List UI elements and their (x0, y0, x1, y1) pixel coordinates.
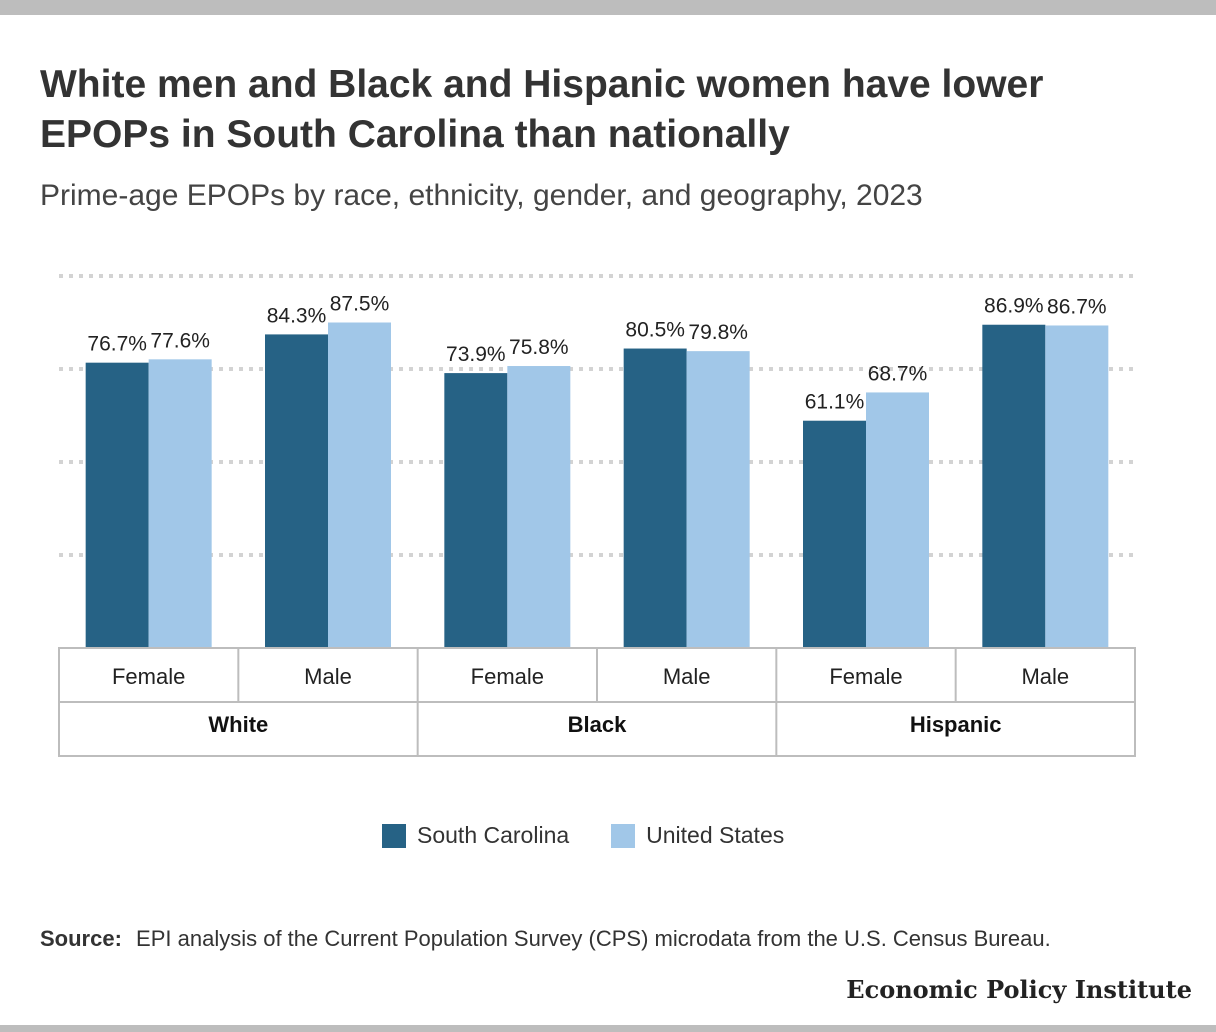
category-label-white-male: Male (304, 664, 352, 689)
legend-item-united-states: United States (611, 822, 784, 849)
category-table: Female Male Female Male Female Male White Black… (58, 647, 1136, 757)
bar-white-male-south-carolina (265, 334, 328, 648)
data-label-hispanic-male-south-carolina: 86.9% (984, 295, 1044, 318)
category-label-black-female: Female (471, 664, 544, 689)
category-label-hispanic-male: Male (1021, 664, 1069, 689)
chart-subtitle: Prime-age EPOPs by race, ethnicity, gend… (40, 179, 923, 212)
source-text: EPI analysis of the Current Population S… (136, 926, 1051, 951)
top-border-bar (0, 0, 1216, 15)
bars (85, 322, 1109, 648)
legend-label-south-carolina: South Carolina (417, 822, 570, 848)
data-label-black-female-south-carolina: 73.9% (446, 343, 506, 366)
legend: South Carolina United States (382, 822, 826, 849)
legend-item-south-carolina: South Carolina (382, 822, 569, 849)
data-label-white-male-south-carolina: 84.3% (267, 304, 327, 327)
brand-logo-text: Economic Policy Institute (846, 975, 1192, 1004)
bar-black-female-united-states (507, 366, 571, 648)
group-label-white: White (208, 712, 268, 737)
data-label-black-female-united-states: 75.8% (509, 336, 569, 359)
group-label-hispanic: Hispanic (910, 712, 1002, 737)
category-label-white-female: Female (112, 664, 185, 689)
bar-white-female-united-states (148, 359, 212, 648)
data-label-hispanic-male-united-states: 86.7% (1047, 295, 1107, 318)
bottom-border-bar (0, 1025, 1216, 1032)
data-label-white-female-united-states: 77.6% (150, 329, 210, 352)
legend-swatch-united-states (611, 823, 636, 848)
data-labels: 76.7% 77.6% 84.3%87.5% 73.9% 75.8% 80.5% 79.8%… (87, 293, 1106, 414)
bar-chart: 76.7% 77.6% 84.3%87.5% 73.9% 75.8% 80.5% 79.8%… (58, 274, 1136, 757)
data-label-hispanic-female-united-states: 68.7% (868, 362, 928, 385)
legend-swatch-south-carolina (382, 823, 406, 848)
bar-hispanic-female-south-carolina (803, 420, 866, 648)
bar-hispanic-male-south-carolina (982, 324, 1046, 648)
category-label-hispanic-female: Female (829, 664, 902, 689)
category-label-black-male: Male (663, 664, 711, 689)
data-label-white-male-united-states: 87.5% (330, 293, 390, 316)
data-label-white-female-south-carolina: 76.7% (87, 333, 147, 356)
bar-black-female-south-carolina (444, 373, 508, 648)
bar-white-female-south-carolina (85, 362, 149, 648)
data-label-black-male-south-carolina: 80.5% (625, 319, 685, 342)
source-label: Source: (40, 926, 122, 951)
gridlines (59, 274, 1135, 557)
bar-black-male-south-carolina (623, 348, 687, 648)
legend-label-united-states: United States (646, 822, 785, 848)
data-label-black-male-united-states: 79.8% (688, 321, 748, 344)
bar-hispanic-male-united-states (1045, 325, 1109, 648)
chart-title: White men and Black and Hispanic women h… (40, 63, 1044, 156)
group-label-black: Black (568, 712, 627, 737)
data-label-hispanic-female-south-carolina: 61.1% (805, 391, 865, 414)
bar-white-male-united-states (328, 322, 391, 648)
bar-hispanic-female-united-states (866, 392, 929, 648)
source-note: Source: EPI analysis of the Current Popu… (40, 926, 1051, 952)
bar-black-male-united-states (686, 351, 750, 648)
